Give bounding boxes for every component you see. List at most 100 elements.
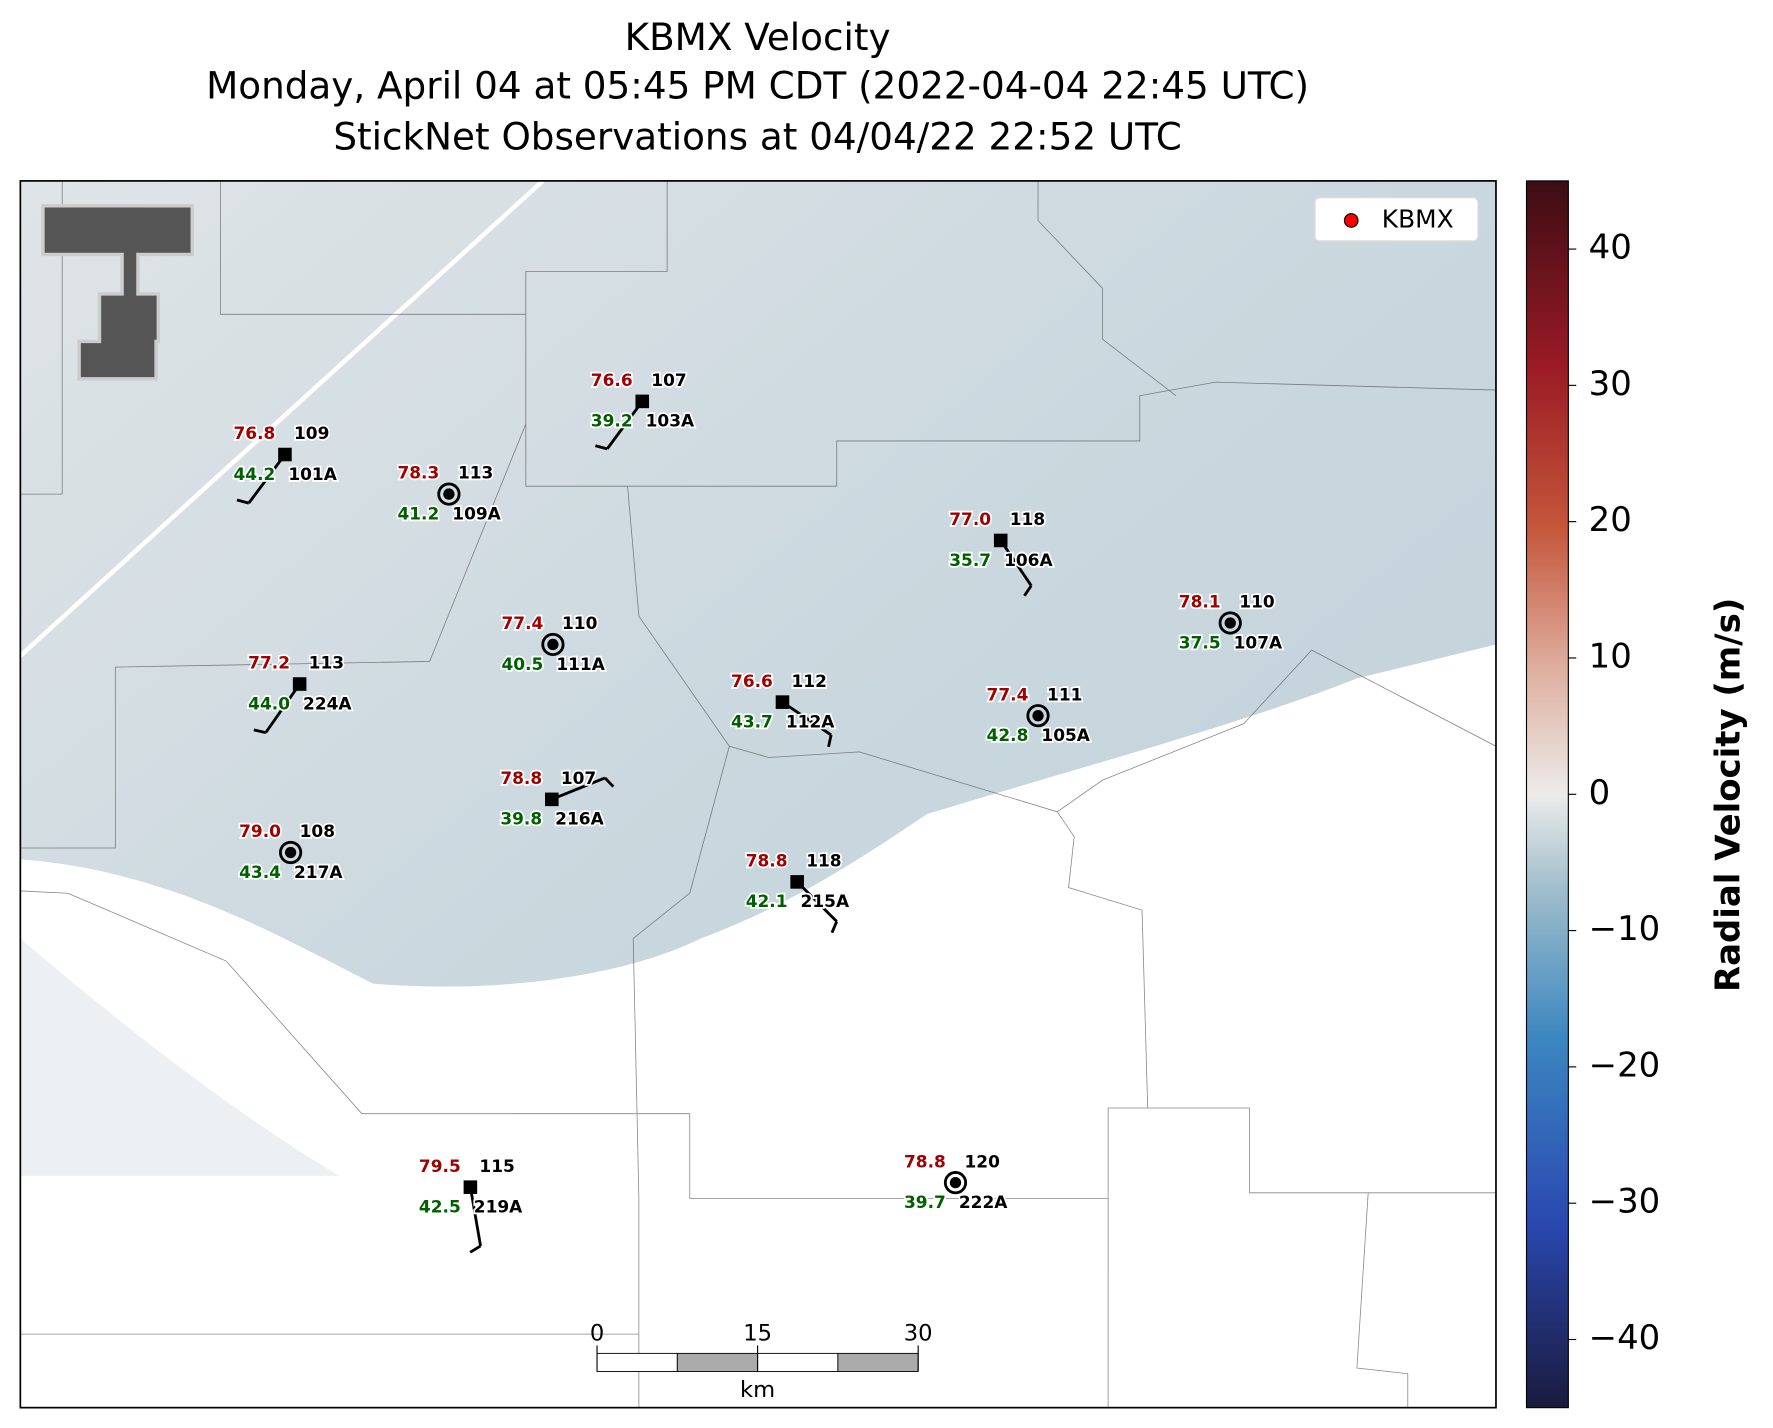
station-marker xyxy=(1218,611,1242,635)
titles: KBMX Velocity Monday, April 04 at 05:45 P… xyxy=(206,15,1309,158)
scale-tick-label: 30 xyxy=(904,1321,933,1347)
station-id: 216A xyxy=(555,809,604,829)
temperature: 79.5 xyxy=(419,1156,461,1176)
temperature: 77.4 xyxy=(501,613,543,633)
station-number: 120 xyxy=(965,1151,1000,1171)
wind-barb-flag xyxy=(253,728,267,735)
station-marker xyxy=(775,695,790,709)
temperature: 78.8 xyxy=(746,851,788,871)
station-marker xyxy=(635,394,650,409)
station-number: 113 xyxy=(458,463,493,483)
temperature: 78.8 xyxy=(904,1151,946,1171)
station-id: 222A xyxy=(959,1192,1008,1212)
station-id: 106A xyxy=(1004,550,1053,570)
wind-barb-flag xyxy=(595,444,608,451)
legend-box xyxy=(1314,197,1479,242)
scale-segment xyxy=(596,1352,678,1372)
colorbar-ramp xyxy=(1525,180,1569,1409)
colorbar-label: Radial Velocity (m/s) xyxy=(1709,598,1748,992)
station-number: 108 xyxy=(300,821,335,841)
title-line: KBMX Velocity xyxy=(625,15,891,59)
station-id: 217A xyxy=(294,862,343,882)
station-id: 224A xyxy=(303,693,352,713)
wind-barb-flag xyxy=(1023,584,1033,597)
colorbar-tick-label: −40 xyxy=(1589,1318,1661,1357)
station: 78.8 118 42.1 215A xyxy=(744,849,852,934)
station-id: 105A xyxy=(1041,725,1090,745)
station-id: 111A xyxy=(556,654,605,674)
station-id: 219A xyxy=(474,1197,523,1217)
station: 77.0 118 35.7 106A xyxy=(948,507,1055,597)
legend: KBMX xyxy=(1314,197,1479,242)
dewpoint: 44.0 xyxy=(248,693,290,713)
wind-barb xyxy=(999,539,1033,587)
wind-barb-flag xyxy=(830,920,839,934)
wind-barb xyxy=(264,683,301,734)
station-marker xyxy=(541,632,565,657)
dewpoint: 42.8 xyxy=(987,725,1029,745)
dewpoint: 41.2 xyxy=(397,503,439,523)
wind-barb xyxy=(468,1186,482,1247)
station-marker-dot xyxy=(284,846,297,859)
colorbar-tick-label: −20 xyxy=(1589,1045,1661,1084)
temperature: 79.0 xyxy=(239,821,281,841)
dewpoint: 43.7 xyxy=(731,711,773,731)
temperature: 76.6 xyxy=(731,671,773,691)
scale-segment xyxy=(837,1352,919,1372)
dewpoint: 43.4 xyxy=(239,862,281,882)
station-number: 109 xyxy=(294,423,329,443)
station: 77.4 110 40.5 111A xyxy=(500,611,608,675)
logo xyxy=(41,204,194,381)
station-number: 107 xyxy=(561,768,596,788)
station-marker-dot xyxy=(1224,617,1236,629)
scale-segment xyxy=(676,1352,759,1372)
colorbar-tick-label: −30 xyxy=(1589,1182,1661,1221)
station-number: 111 xyxy=(1047,684,1082,704)
temperature: 78.8 xyxy=(500,768,542,788)
station: 77.4 111 42.8 105A xyxy=(985,683,1093,747)
temperature: 77.4 xyxy=(987,684,1029,704)
station-id: 103A xyxy=(646,411,695,431)
temperature: 78.3 xyxy=(397,463,439,483)
station-number: 115 xyxy=(479,1156,514,1176)
station-number: 118 xyxy=(1010,509,1045,529)
station-number: 112 xyxy=(792,671,827,691)
wind-barb-flag xyxy=(603,776,615,788)
wind-barb xyxy=(606,400,644,450)
station-marker xyxy=(943,1171,968,1195)
station-marker xyxy=(790,875,804,889)
colorbar-tick-label: 0 xyxy=(1589,773,1611,812)
scale-tick-label: 15 xyxy=(743,1321,772,1347)
dewpoint: 39.7 xyxy=(904,1192,946,1212)
station-number: 118 xyxy=(806,851,841,871)
scale-segment xyxy=(757,1352,839,1372)
colorbar-tick-label: 40 xyxy=(1589,228,1632,267)
dewpoint: 42.1 xyxy=(746,891,788,911)
temperature: 76.6 xyxy=(591,370,633,390)
station-id: 107A xyxy=(1234,632,1283,652)
dewpoint: 39.8 xyxy=(500,809,542,829)
dewpoint: 37.5 xyxy=(1179,632,1221,652)
wind-barb-flag xyxy=(236,498,250,505)
colorbar-tick-label: −10 xyxy=(1589,909,1661,948)
colorbar: Radial Velocity (m/s) −40 −30 −20 −10 0 10 20 3… xyxy=(1525,180,1748,1409)
legend-label: KBMX xyxy=(1382,204,1454,233)
wind-barb-flag xyxy=(827,734,833,748)
station: 77.2 113 44.0 224A xyxy=(246,651,354,735)
station: 78.1 110 37.5 107A xyxy=(1177,590,1285,654)
temperature: 77.0 xyxy=(949,509,991,529)
temperature: 76.8 xyxy=(233,423,275,443)
station: 76.6 112 43.7 112A xyxy=(729,669,837,748)
station-marker-dot xyxy=(547,638,559,651)
station-number: 113 xyxy=(309,653,344,673)
station-marker xyxy=(292,677,307,691)
station: 78.8 120 39.7 222A xyxy=(902,1150,1010,1214)
station-marker xyxy=(545,792,559,807)
station: 76.8 109 44.2 101A xyxy=(232,421,339,505)
station-marker-dot xyxy=(1032,710,1044,722)
station: 79.5 115 42.5 219A xyxy=(417,1154,525,1254)
station-number: 107 xyxy=(651,370,686,390)
station-marker-dot xyxy=(949,1176,962,1189)
station-marker xyxy=(1026,704,1050,728)
station-id: 215A xyxy=(801,891,850,911)
